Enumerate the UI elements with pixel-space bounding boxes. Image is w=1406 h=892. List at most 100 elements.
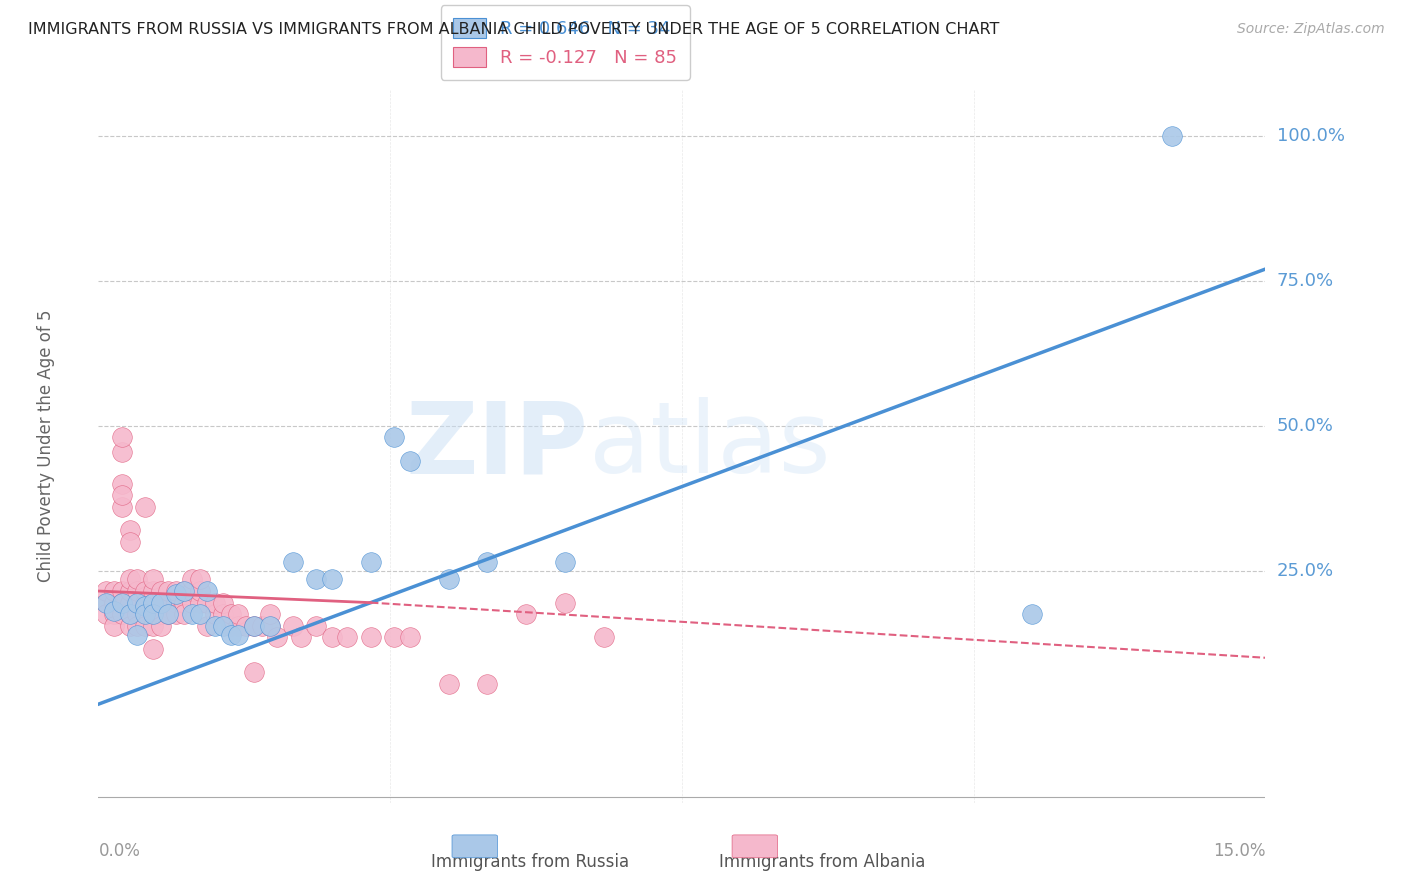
Point: [96, 596, 118, 610]
Point: [195, 584, 218, 599]
Point: [188, 596, 211, 610]
FancyBboxPatch shape: [733, 835, 778, 858]
Point: [228, 607, 250, 622]
Point: [142, 584, 165, 599]
Point: [127, 584, 149, 599]
Point: [103, 607, 125, 622]
Point: [165, 596, 187, 610]
Text: Source: ZipAtlas.com: Source: ZipAtlas.com: [1237, 22, 1385, 37]
Point: [142, 596, 165, 610]
Point: [180, 596, 202, 610]
Point: [188, 607, 211, 622]
Point: [195, 619, 218, 633]
Point: [321, 631, 343, 645]
Point: [219, 607, 242, 622]
Point: [142, 596, 165, 610]
Point: [180, 584, 202, 599]
Point: [127, 627, 149, 641]
Text: atlas: atlas: [589, 398, 830, 494]
Text: 25.0%: 25.0%: [1277, 562, 1334, 580]
Point: [134, 500, 156, 514]
Point: [243, 619, 266, 633]
Point: [219, 627, 242, 641]
Point: [149, 607, 172, 622]
Point: [149, 596, 172, 610]
Point: [398, 631, 420, 645]
Point: [149, 596, 172, 610]
Point: [228, 619, 250, 633]
Point: [127, 619, 149, 633]
Text: Child Poverty Under the Age of 5: Child Poverty Under the Age of 5: [37, 310, 55, 582]
Text: 75.0%: 75.0%: [1277, 272, 1334, 290]
Text: Immigrants from Albania: Immigrants from Albania: [718, 853, 925, 871]
Point: [204, 596, 226, 610]
Point: [173, 584, 195, 599]
Point: [103, 619, 125, 633]
Point: [305, 573, 328, 587]
Point: [134, 607, 156, 622]
Point: [212, 619, 235, 633]
Point: [96, 584, 118, 599]
Point: [204, 619, 226, 633]
Point: [157, 596, 180, 610]
Point: [180, 607, 202, 622]
Point: [118, 607, 141, 622]
Point: [127, 596, 149, 610]
Point: [437, 573, 460, 587]
Point: [165, 584, 187, 599]
Point: [180, 573, 202, 587]
Point: [118, 584, 141, 599]
Point: [477, 677, 499, 691]
Point: [118, 596, 141, 610]
Point: [134, 584, 156, 599]
Point: [235, 619, 257, 633]
Point: [103, 604, 125, 618]
Point: [142, 607, 165, 622]
Point: [228, 627, 250, 641]
Point: [127, 596, 149, 610]
Point: [96, 607, 118, 622]
Point: [157, 607, 180, 622]
Text: 100.0%: 100.0%: [1277, 127, 1344, 145]
Point: [142, 607, 165, 622]
Point: [118, 573, 141, 587]
Point: [103, 596, 125, 610]
Point: [290, 631, 312, 645]
Point: [103, 584, 125, 599]
Point: [204, 607, 226, 622]
Point: [173, 607, 195, 622]
Point: [437, 677, 460, 691]
Point: [96, 596, 118, 610]
Point: [593, 631, 616, 645]
Point: [111, 500, 134, 514]
Point: [212, 596, 235, 610]
Point: [360, 631, 382, 645]
Point: [477, 555, 499, 569]
Point: [336, 631, 359, 645]
Point: [243, 619, 266, 633]
Point: [157, 584, 180, 599]
Point: [266, 631, 288, 645]
Point: [111, 445, 134, 459]
Point: [111, 584, 134, 599]
Point: [195, 596, 218, 610]
Point: [173, 596, 195, 610]
Point: [259, 619, 281, 633]
Point: [321, 573, 343, 587]
Point: [157, 607, 180, 622]
Point: [281, 619, 304, 633]
Point: [142, 619, 165, 633]
Point: [165, 607, 187, 622]
Point: [142, 642, 165, 657]
Point: [165, 587, 187, 601]
Point: [127, 573, 149, 587]
Point: [219, 619, 242, 633]
Text: Immigrants from Russia: Immigrants from Russia: [432, 853, 630, 871]
Text: ZIP: ZIP: [406, 398, 589, 494]
Point: [360, 555, 382, 569]
Point: [118, 607, 141, 622]
Point: [212, 607, 235, 622]
Text: 15.0%: 15.0%: [1213, 842, 1265, 860]
Point: [127, 607, 149, 622]
Point: [118, 523, 141, 537]
